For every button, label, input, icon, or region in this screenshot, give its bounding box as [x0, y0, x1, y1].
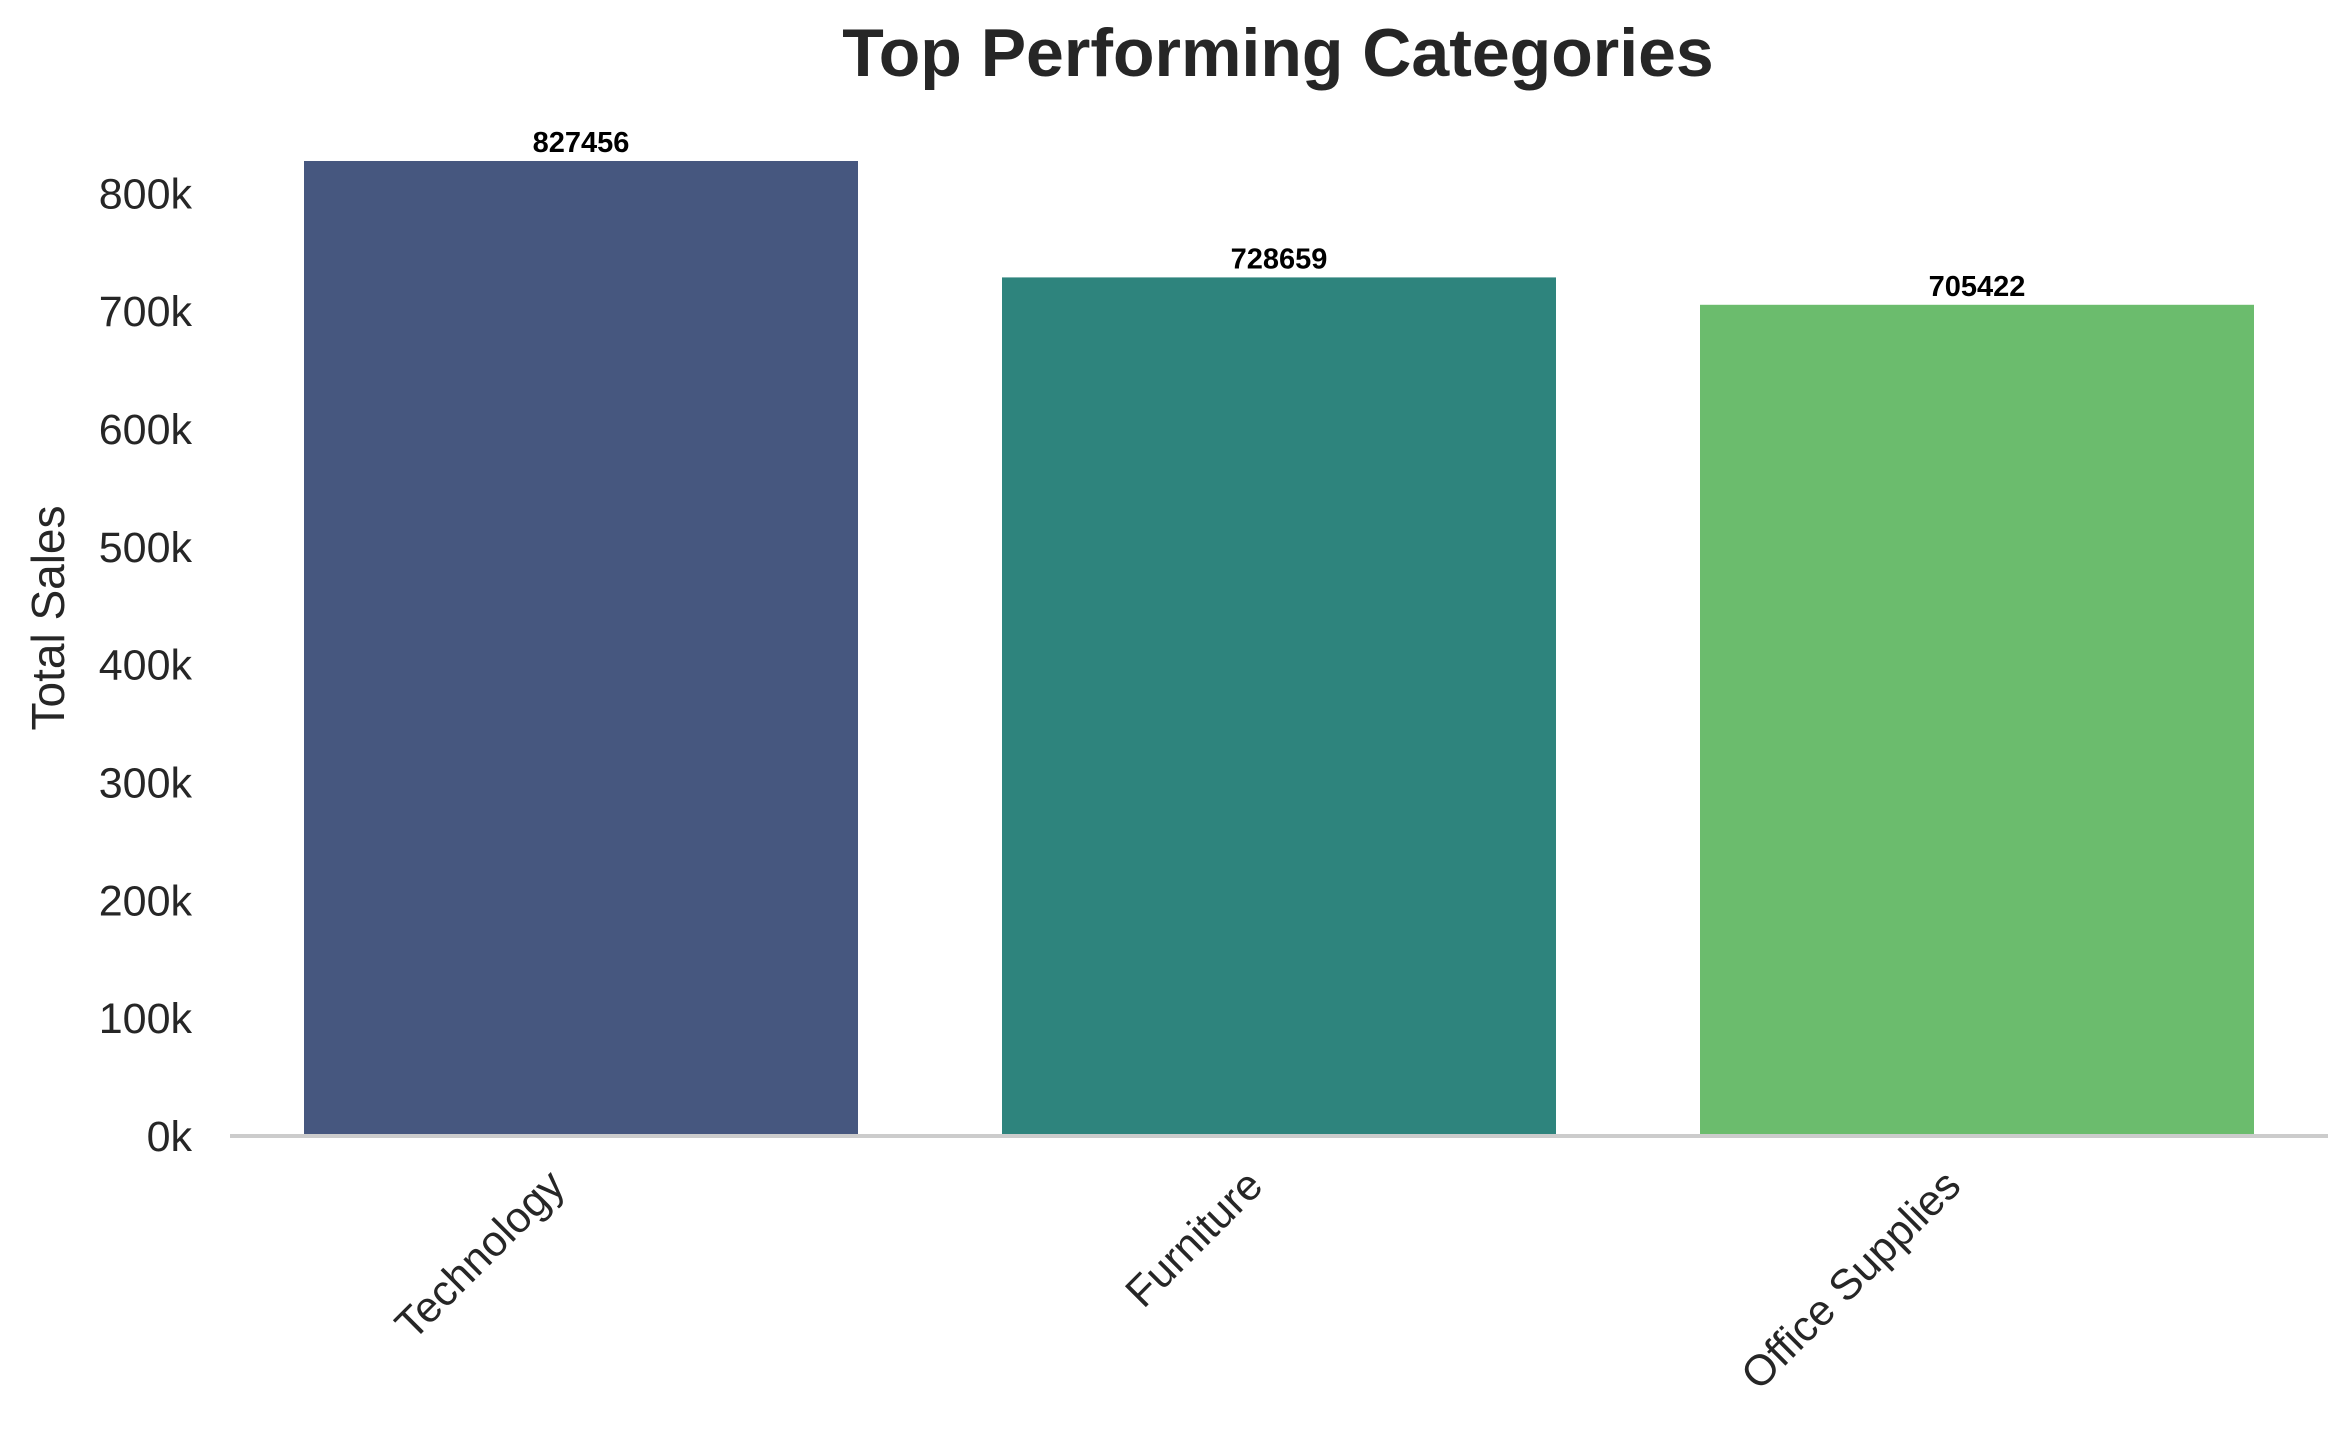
bar-furniture: [1002, 277, 1556, 1136]
x-tick-label: Technology: [386, 1161, 574, 1349]
y-axis-ticks: 0k 100k 200k 300k 400k 500k 600k 700k 800k: [99, 170, 193, 1161]
y-tick-label: 200k: [99, 877, 193, 925]
data-labels: 827456 728659 705422: [533, 127, 2026, 303]
y-tick-label: 100k: [99, 995, 193, 1043]
y-axis-label: Total Sales: [22, 505, 74, 730]
y-tick-label: 500k: [99, 524, 193, 572]
x-tick-label: Office Supplies: [1732, 1161, 1970, 1399]
y-tick-label: 400k: [99, 642, 193, 690]
data-label: 705422: [1929, 271, 2026, 303]
y-tick-label: 800k: [99, 170, 193, 218]
chart-title: Top Performing Categories: [842, 15, 1714, 91]
y-tick-label: 600k: [99, 406, 193, 454]
data-label: 827456: [533, 127, 630, 159]
bar-office-supplies: [1700, 304, 2254, 1137]
bar-technology: [304, 160, 858, 1137]
y-tick-label: 0k: [147, 1113, 193, 1161]
x-tick-label: Furniture: [1116, 1161, 1272, 1317]
data-label: 728659: [1231, 243, 1328, 275]
y-tick-label: 700k: [99, 288, 193, 336]
x-axis-ticks: Technology Furniture Office Supplies: [386, 1161, 1970, 1399]
y-tick-label: 300k: [99, 760, 193, 808]
bars: [304, 160, 2254, 1137]
